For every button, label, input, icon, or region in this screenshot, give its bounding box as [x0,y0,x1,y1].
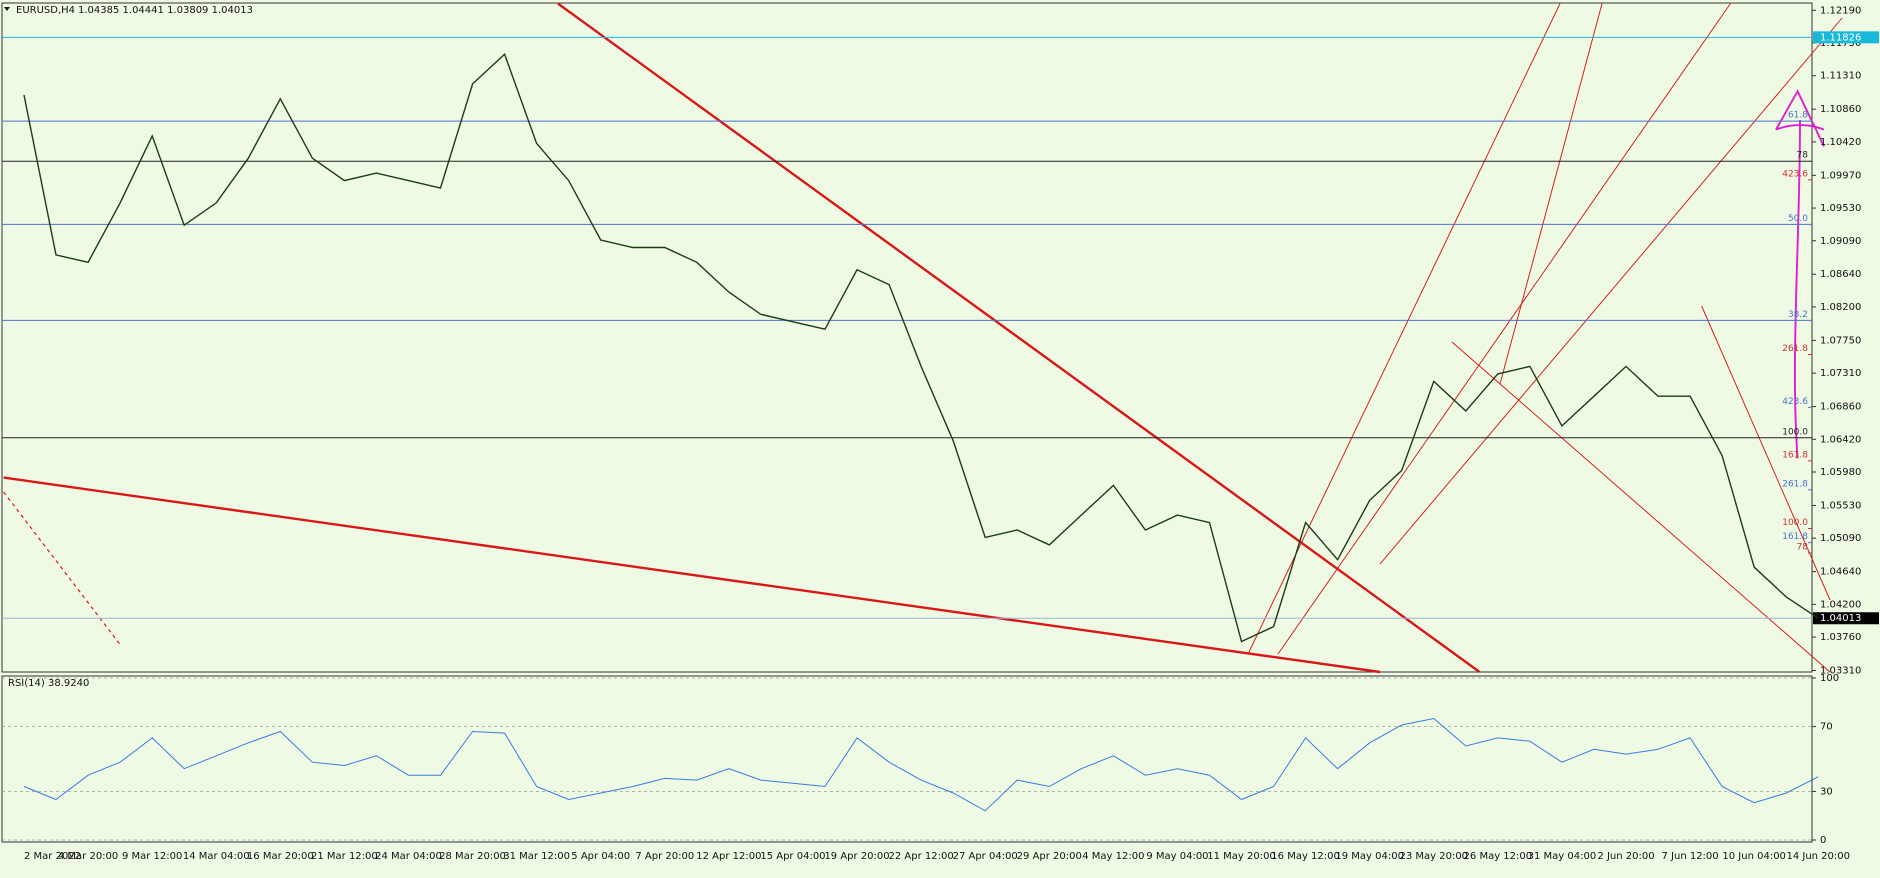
level-label: 1.11826 [1820,32,1861,43]
y-tick-label: 1.04640 [1820,567,1861,578]
x-tick-label: 16 Mar 20:00 [247,851,314,862]
x-tick-label: 31 May 04:00 [1528,851,1597,862]
series-line [23,717,1819,812]
x-tick-label: 4 Mar 20:00 [58,851,118,862]
x-tick-label: 4 May 12:00 [1082,851,1144,862]
y-tick-label: 1.07750 [1820,335,1861,346]
trendline [557,2,1481,673]
x-tick-label: 22 Apr 12:00 [889,851,954,862]
y-tick-label: 1.05530 [1820,500,1861,511]
x-tick-label: 27 Apr 04:00 [953,851,1018,862]
y-tick-label: 1.09970 [1820,170,1861,181]
level-label: 78 [1797,151,1809,161]
x-tick-label: 29 Apr 20:00 [1017,851,1082,862]
x-tick-label: 31 Mar 12:00 [503,851,570,862]
level-label: 50.0 [1788,214,1808,224]
level-label: 261.8 [1782,479,1808,489]
trendline [3,491,121,645]
rsi-title: RSI(14) 38.9240 [8,678,89,689]
y-tick-label: 1.10860 [1820,104,1861,115]
y-tick-label: 1.12190 [1820,5,1861,16]
trendline [3,476,1381,674]
last-price-box [1813,612,1879,625]
y-tick-label: 1.06420 [1820,434,1861,445]
channel-line [1701,305,1831,601]
x-tick-label: 21 Mar 12:00 [311,851,378,862]
level-label: 161.8 [1782,450,1808,460]
x-tick-label: 15 Apr 04:00 [760,851,825,862]
symbol: EURUSD,H4 [16,5,75,16]
y-tick-label: 1.06860 [1820,402,1861,413]
y-tick-label: 1.08640 [1820,269,1861,280]
y-tick-label: 1.07310 [1820,368,1861,379]
channel-line [1451,341,1831,673]
arrow-drawing [1775,89,1825,459]
y-tick-label: 1.09090 [1820,236,1861,247]
x-tick-label: 5 Apr 04:00 [571,851,630,862]
x-tick-label: 28 Mar 20:00 [439,851,506,862]
y-tick-label: 1.11310 [1820,71,1861,82]
x-tick-label: 9 May 04:00 [1146,851,1208,862]
fan-line [1277,3,1731,655]
y-tick-label: 1.09530 [1820,203,1861,214]
x-tick-label: 2 Jun 20:00 [1597,851,1654,862]
level-label: 423.6 [1782,169,1808,179]
x-tick-label: 19 Apr 20:00 [824,851,889,862]
level-label: 78 [1797,543,1809,553]
y-tick-label: 1.04200 [1820,599,1861,610]
x-tick-label: 11 May 20:00 [1207,851,1276,862]
x-tick-label: 12 Apr 12:00 [696,851,761,862]
fan-line [1379,17,1843,565]
last-price-label: 1.04013 [1820,613,1861,624]
x-tick-label: 7 Apr 20:00 [635,851,694,862]
x-tick-label: 9 Mar 12:00 [122,851,182,862]
x-tick-label: 16 May 12:00 [1271,851,1340,862]
price-pane [1,2,1813,673]
x-tick-label: 14 Jun 20:00 [1786,851,1850,862]
level-label: 161.8 [1782,532,1808,542]
y-tick-label: 1.03310 [1820,666,1861,677]
x-tick-label: 24 Mar 04:00 [375,851,442,862]
drawings [3,2,1843,674]
level-label: 100.0 [1782,518,1808,528]
ohlc: 1.04385 1.04441 1.03809 1.04013 [78,5,253,16]
x-tick-label: 23 May 20:00 [1399,851,1468,862]
y-tick-label: 70 [1820,722,1833,733]
x-tick-label: 7 Jun 12:00 [1661,851,1718,862]
level-label: 38.2 [1788,310,1808,320]
level-label: 423.6 [1782,397,1808,407]
y-tick-label: 1.05090 [1820,533,1861,544]
menu-icon[interactable] [4,7,10,11]
x-tick-label: 2 Mar 2022 [24,851,81,862]
y-tick-label: 30 [1820,786,1833,797]
y-tick-label: 0 [1820,835,1826,846]
level-label: 100.0 [1782,427,1808,437]
x-tick-label: 19 May 04:00 [1335,851,1404,862]
x-tick-label: 26 May 12:00 [1464,851,1533,862]
level-label: 261.8 [1782,344,1808,354]
level-box [1813,31,1879,44]
y-tick-label: 1.08200 [1820,302,1861,313]
y-tick-label: 1.10420 [1820,137,1861,148]
rsi-pane [1,675,1813,843]
y-tick-label: 1.11750 [1820,38,1861,49]
x-tick-label: 14 Mar 04:00 [183,851,250,862]
y-tick-label: 1.05980 [1820,467,1861,478]
series-line [23,52,1819,643]
level-label: 61.8 [1788,111,1808,121]
y-tick-label: 100 [1820,673,1839,684]
fan-line [1247,3,1561,655]
y-tick-label: 1.03760 [1820,632,1861,643]
x-tick-label: 10 Jun 04:00 [1722,851,1786,862]
